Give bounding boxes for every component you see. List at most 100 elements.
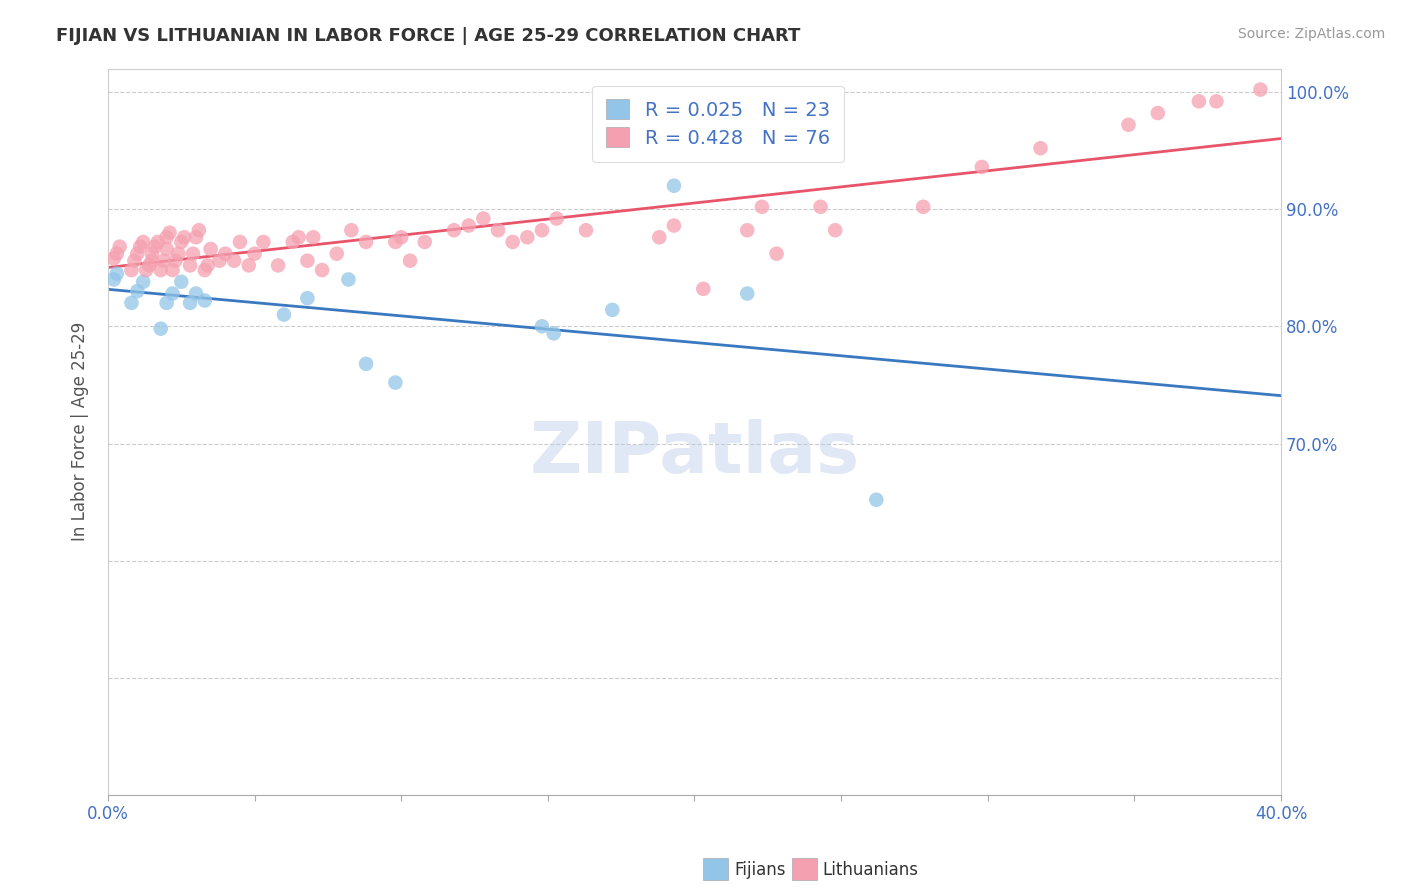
Point: [325, 246, 347, 260]
Point: [214, 246, 236, 260]
Point: [197, 259, 219, 273]
Legend: R = 0.025   N = 23, R = 0.428   N = 76: R = 0.025 N = 23, R = 0.428 N = 76: [592, 86, 844, 161]
Point: [170, 275, 193, 289]
Point: [105, 267, 128, 281]
Text: Lithuanians: Lithuanians: [823, 861, 918, 879]
Point: [200, 242, 222, 256]
Point: [486, 223, 509, 237]
Point: [132, 275, 155, 289]
Point: [184, 286, 207, 301]
Point: [1029, 141, 1052, 155]
Point: [222, 253, 245, 268]
Point: [146, 235, 169, 249]
Point: [297, 291, 319, 305]
Point: [103, 272, 125, 286]
Point: [143, 240, 166, 254]
Point: [502, 235, 524, 249]
Point: [152, 253, 174, 268]
Point: [141, 253, 163, 268]
Point: [399, 253, 422, 268]
Point: [810, 200, 832, 214]
Point: [602, 302, 624, 317]
Point: [530, 319, 553, 334]
Point: [108, 240, 131, 254]
Text: ZIPatlas: ZIPatlas: [530, 419, 859, 488]
Point: [127, 284, 149, 298]
Point: [149, 263, 172, 277]
Point: [735, 223, 758, 237]
Point: [181, 246, 204, 260]
Point: [751, 200, 773, 214]
Point: [162, 286, 184, 301]
Point: [1118, 118, 1140, 132]
Point: [138, 259, 160, 273]
Point: [281, 235, 304, 249]
Point: [156, 296, 179, 310]
Point: [340, 223, 363, 237]
Point: [516, 230, 538, 244]
Point: [208, 253, 231, 268]
Point: [337, 272, 360, 286]
Point: [735, 286, 758, 301]
Point: [765, 246, 787, 260]
Point: [692, 282, 714, 296]
Point: [149, 321, 172, 335]
Point: [243, 246, 266, 260]
Point: [302, 230, 325, 244]
Point: [135, 263, 157, 277]
Point: [120, 296, 142, 310]
Point: [1205, 95, 1227, 109]
Point: [187, 223, 209, 237]
Point: [297, 253, 319, 268]
Point: [1249, 82, 1271, 96]
Point: [354, 235, 377, 249]
Point: [662, 219, 685, 233]
Point: [311, 263, 333, 277]
Point: [162, 263, 184, 277]
Point: [384, 376, 406, 390]
Point: [124, 253, 146, 268]
Point: [105, 246, 128, 260]
Point: [194, 293, 217, 308]
Point: [159, 226, 181, 240]
Point: [354, 357, 377, 371]
Point: [173, 230, 195, 244]
Point: [170, 235, 193, 249]
Text: Fijians: Fijians: [734, 861, 786, 879]
Point: [165, 253, 187, 268]
Point: [472, 211, 495, 226]
Point: [156, 230, 179, 244]
Point: [141, 246, 163, 260]
Point: [865, 492, 887, 507]
Point: [546, 211, 568, 226]
Point: [648, 230, 671, 244]
Point: [229, 235, 252, 249]
Text: Source: ZipAtlas.com: Source: ZipAtlas.com: [1237, 27, 1385, 41]
Text: FIJIAN VS LITHUANIAN IN LABOR FORCE | AGE 25-29 CORRELATION CHART: FIJIAN VS LITHUANIAN IN LABOR FORCE | AG…: [56, 27, 800, 45]
Point: [267, 259, 290, 273]
Point: [184, 230, 207, 244]
Point: [389, 230, 412, 244]
Point: [287, 230, 309, 244]
Point: [384, 235, 406, 249]
Point: [457, 219, 479, 233]
Point: [238, 259, 260, 273]
Point: [194, 263, 217, 277]
Point: [443, 223, 465, 237]
Point: [167, 246, 190, 260]
Point: [662, 178, 685, 193]
Point: [1188, 95, 1211, 109]
Point: [252, 235, 274, 249]
Point: [132, 235, 155, 249]
Point: [413, 235, 436, 249]
Point: [129, 240, 152, 254]
Point: [103, 252, 125, 266]
Point: [543, 326, 565, 341]
Point: [824, 223, 846, 237]
Point: [127, 246, 149, 260]
Point: [912, 200, 935, 214]
Point: [179, 296, 201, 310]
Point: [1146, 106, 1168, 120]
Point: [120, 263, 142, 277]
Y-axis label: In Labor Force | Age 25-29: In Labor Force | Age 25-29: [72, 322, 89, 541]
